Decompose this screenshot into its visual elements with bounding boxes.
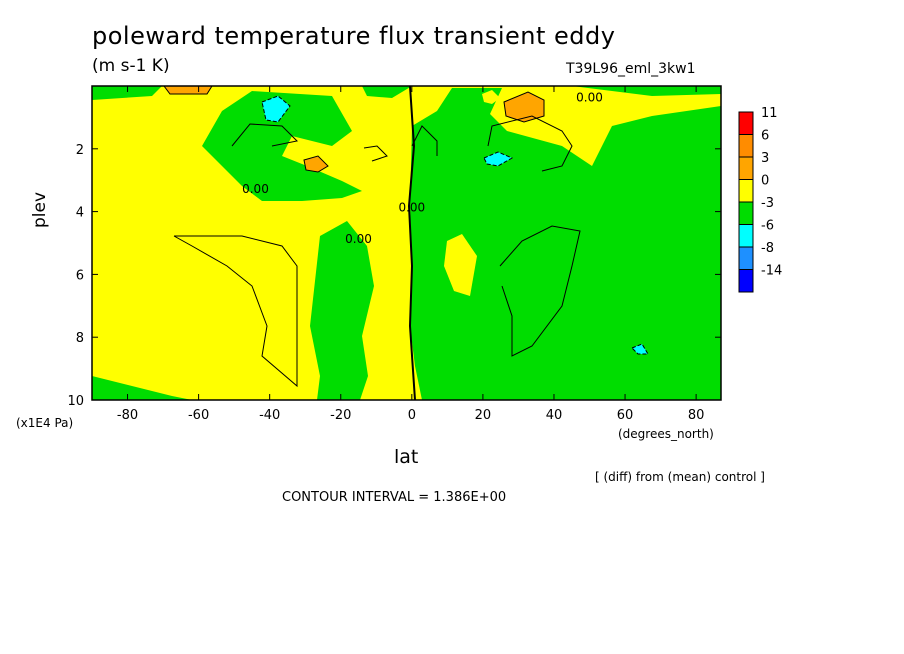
strong-negative-spot (261, 95, 291, 123)
x-axis-label: lat (394, 446, 419, 468)
negative-region (202, 91, 362, 201)
strong-positive-spot (503, 91, 545, 123)
plot-border (91, 85, 722, 401)
y-axis-unit: (x1E4 Pa) (16, 416, 74, 430)
y-tick-label: 4 (76, 206, 84, 221)
x-tick-label: -40 (259, 408, 280, 423)
colorbar-swatch (738, 179, 754, 203)
plot-frame (91, 85, 722, 401)
contour-value-label: 0.00 (242, 182, 269, 196)
negative-region (92, 376, 192, 400)
colorbar-label: -3 (761, 196, 774, 211)
negative-region (572, 86, 721, 96)
x-axis-unit: (degrees_north) (618, 427, 714, 441)
colorbar-swatch (738, 111, 754, 135)
x-tick-label: 20 (475, 408, 492, 423)
positive-island (444, 234, 477, 296)
run-name: T39L96_eml_3kw1 (566, 61, 696, 77)
colorbar-swatch (738, 224, 754, 248)
diff-note: [ (diff) from (mean) control ] (595, 470, 765, 484)
colorbar-swatch (738, 246, 754, 270)
contour-value-label: 0.00 (398, 201, 425, 215)
colorbar-swatch (738, 156, 754, 180)
colorbar-label: -6 (761, 219, 774, 234)
y-tick-label: 2 (76, 143, 84, 158)
contour-value-label: 0.00 (576, 91, 603, 105)
strong-negative-spot (631, 343, 649, 355)
chart-units: (m s-1 K) (92, 56, 170, 76)
y-tick-label: 10 (67, 394, 84, 409)
contour-interval: CONTOUR INTERVAL = 1.386E+00 (282, 490, 507, 505)
colorbar-label: -14 (761, 264, 782, 279)
contour-labels: 0.00 0.00 0.00 0.00 (242, 91, 603, 246)
colorbar-label: 6 (761, 129, 769, 144)
x-tick-label: 60 (617, 408, 634, 423)
contour-line (173, 235, 298, 388)
positive-island (482, 90, 500, 104)
negative-region (92, 86, 162, 100)
strong-positive-spot (303, 155, 329, 173)
contour-line (411, 125, 438, 156)
negative-region (310, 221, 374, 400)
zero-contour-line (407, 85, 416, 401)
negative-region (362, 86, 412, 98)
colorbar-swatch (738, 134, 754, 158)
colorbar-label: -8 (761, 241, 774, 256)
x-axis-ticks: -80 -60 -40 -20 0 20 40 60 80 (117, 86, 704, 423)
strong-negative-spot (483, 151, 514, 167)
contour-value-label: 0.00 (345, 232, 372, 246)
colorbar-swatch (738, 269, 754, 293)
colorbar-label: 0 (761, 174, 769, 189)
y-tick-label: 6 (76, 268, 84, 283)
contour-line (499, 225, 581, 357)
y-axis-ticks: 2 4 6 8 10 (67, 143, 721, 409)
colorbar-label: 11 (761, 106, 778, 121)
y-axis-label: plev (30, 191, 50, 228)
contour-line (363, 145, 388, 162)
x-tick-label: 40 (546, 408, 563, 423)
x-tick-label: -60 (188, 408, 209, 423)
x-tick-label: -20 (330, 408, 351, 423)
x-tick-label: -80 (117, 408, 138, 423)
x-tick-label: 80 (688, 408, 705, 423)
chart-title: poleward temperature flux transient eddy (92, 22, 616, 50)
x-tick-label: 0 (408, 408, 416, 423)
colorbar-swatch (738, 201, 754, 225)
y-tick-label: 8 (76, 331, 84, 346)
colorbar-label: 3 (761, 151, 769, 166)
contour-line (231, 123, 299, 147)
colorbar: 11 6 3 0 -3 -6 -8 -14 (738, 106, 782, 293)
negative-region (410, 88, 721, 400)
contour-line (487, 115, 573, 172)
contour-field (92, 85, 721, 401)
strong-positive-spot (163, 85, 213, 95)
